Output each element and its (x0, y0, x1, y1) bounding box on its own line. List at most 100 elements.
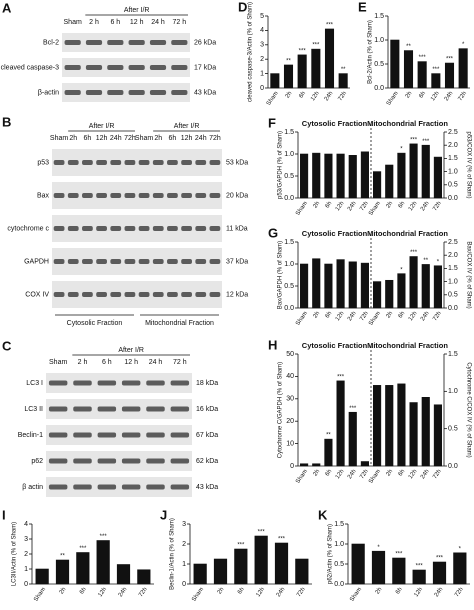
bar (270, 73, 280, 89)
significance: *** (337, 374, 345, 380)
blot-band (97, 432, 117, 438)
row-label: p53 (37, 159, 49, 166)
blot-band (152, 160, 164, 165)
bar (390, 39, 400, 89)
significance: *** (419, 55, 427, 61)
row-label: LC3 II (24, 406, 43, 413)
y2-tick-label: 0.5 (448, 292, 458, 299)
blot-band (195, 259, 207, 264)
lane-label: 24h (195, 135, 207, 142)
blot-band (53, 193, 65, 198)
x-tick-label: 2h (385, 469, 394, 478)
x-tick-label: 12h (408, 201, 419, 213)
significance: *** (237, 543, 245, 549)
lane-label: Sham (49, 359, 67, 366)
y-tick-label: 0 (182, 581, 186, 588)
y-tick-label: 4 (260, 27, 264, 34)
blot-band (97, 458, 117, 464)
y-axis-label: LC3II/Actin (% of Sham) (12, 522, 18, 586)
blot-band (170, 484, 190, 490)
row-size: 37 kDa (226, 258, 248, 265)
blot-band (152, 292, 164, 297)
y-axis-label: p62/Actin (% of Sham) (328, 524, 334, 584)
y-tick-label: 2 (24, 551, 28, 558)
y-tick-label: 0.5 (284, 283, 294, 290)
x-tick-label: 72h (296, 587, 307, 599)
y-tick-label: 1.0 (374, 37, 384, 44)
x-tick-label: Sham (33, 587, 47, 603)
y-tick-label: 0 (24, 581, 28, 588)
x-tick-label: 6h (325, 469, 334, 478)
bar (373, 171, 382, 199)
blot-band (167, 292, 178, 297)
fraction-label: Cytosolic Fraction (67, 320, 123, 327)
row-label: Bax (37, 192, 50, 199)
y2-tick-label: 1.5 (448, 351, 458, 358)
blot-band (67, 259, 79, 264)
blot-band (209, 226, 221, 231)
x-tick-label: Sham (368, 311, 382, 327)
panel-letter: E (358, 0, 367, 14)
blot-band (138, 259, 150, 264)
bar (324, 153, 333, 199)
y-axis-label: cleaved caspase-3/Actin (% of Sham) (248, 2, 254, 102)
blot-band (48, 432, 68, 438)
bar (348, 261, 357, 309)
panel-letter: C (2, 338, 12, 353)
bar (433, 156, 442, 199)
x-tick-label: 6h (237, 587, 246, 596)
blot-band (128, 65, 145, 70)
y-tick-label: 0.0 (284, 305, 294, 312)
bar (385, 164, 394, 199)
panel-letter: H (268, 337, 277, 352)
y-tick-label: 3 (182, 521, 186, 528)
blot-band (97, 484, 117, 490)
blot-band (85, 65, 103, 70)
x-tick-label: Sham (368, 201, 382, 217)
x-tick-label: 6h (398, 469, 407, 478)
blot-band (121, 458, 141, 464)
significance: ** (326, 433, 331, 439)
blot-band (138, 226, 150, 231)
x-tick-label: 24h (420, 469, 431, 481)
y2-tick-label: 1.0 (448, 168, 458, 175)
y-tick-label: 3 (24, 536, 28, 543)
blot-band (82, 193, 93, 198)
y-tick-label: 0 (260, 85, 264, 92)
blot-band (96, 226, 107, 231)
blot-strip (46, 451, 192, 471)
panel-letter: G (268, 225, 278, 240)
blot-strip (46, 477, 192, 497)
x-tick-label: 24h (434, 587, 445, 599)
x-tick-label: Sham (266, 91, 280, 107)
blot-band (73, 484, 92, 490)
x-tick-label: 24h (420, 201, 431, 213)
blot-header: After I/R (118, 347, 144, 354)
bar (297, 54, 307, 89)
bar (403, 50, 414, 89)
significance: ** (341, 67, 346, 73)
x-tick-label: 6h (79, 587, 88, 596)
row-label: cytochrome c (7, 225, 49, 232)
blot-band (67, 226, 79, 231)
bar (421, 397, 430, 467)
x-tick-label: 72h (457, 91, 468, 103)
blot-strip (52, 215, 222, 242)
y2-axis-label: p53/COX IV (% of Sham) (465, 131, 471, 198)
blot-band (209, 193, 221, 198)
series-heading: Cytosolic Fraction (302, 119, 368, 128)
y2-tick-label: 0.0 (448, 463, 458, 470)
blot-band (53, 160, 65, 165)
x-tick-label: 12h (408, 469, 419, 481)
row-label: cleaved caspase-3 (1, 64, 59, 71)
y2-tick-label: 0.5 (448, 426, 458, 433)
panel-letter: A (2, 0, 12, 15)
lane-label: 6h (169, 135, 177, 142)
row-size: 26 kDa (194, 39, 216, 46)
x-tick-label: 24h (324, 91, 335, 103)
blot-band (128, 90, 145, 95)
y2-tick-label: 2.5 (448, 239, 458, 246)
lane-label: 12 h (130, 19, 144, 26)
x-tick-label: 72h (359, 201, 370, 213)
